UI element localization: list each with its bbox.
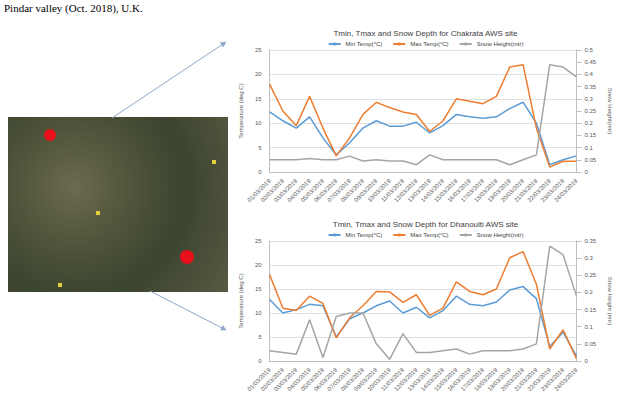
svg-text:07/03/2019: 07/03/2019	[326, 366, 352, 393]
svg-text:0.2: 0.2	[584, 289, 593, 295]
svg-text:0: 0	[584, 358, 588, 364]
svg-text:0.1: 0.1	[584, 145, 593, 151]
svg-text:0: 0	[258, 358, 262, 364]
svg-text:16/03/2019: 16/03/2019	[446, 366, 472, 393]
svg-text:22/03/2019: 22/03/2019	[526, 366, 552, 393]
svg-text:Tmin, Tmax and Snow Depth for: Tmin, Tmax and Snow Depth for Dhanoulti …	[333, 220, 519, 229]
svg-text:18/03/2019: 18/03/2019	[473, 366, 499, 393]
svg-text:15: 15	[255, 96, 262, 102]
svg-text:0.45: 0.45	[584, 59, 596, 65]
svg-text:03/03/2019: 03/03/2019	[273, 366, 299, 393]
svg-text:Min Temp(°C): Min Temp(°C)	[346, 41, 383, 47]
svg-text:5: 5	[258, 145, 262, 151]
svg-text:08/03/2019: 08/03/2019	[339, 177, 366, 204]
svg-text:23/03/2019: 23/03/2019	[539, 366, 566, 393]
svg-text:22/03/2019: 22/03/2019	[526, 177, 552, 204]
svg-text:25: 25	[255, 47, 262, 53]
svg-text:07/03/2019: 07/03/2019	[326, 177, 352, 204]
svg-text:25: 25	[255, 238, 262, 244]
svg-text:11/03/2019: 11/03/2019	[380, 366, 406, 392]
svg-text:08/03/2019: 08/03/2019	[339, 366, 366, 393]
svg-text:24/03/2019: 24/03/2019	[553, 177, 579, 203]
svg-text:0.35: 0.35	[584, 84, 596, 90]
svg-text:02/03/2019: 02/03/2019	[259, 366, 285, 393]
svg-text:5: 5	[258, 334, 262, 340]
svg-text:21/03/2019: 21/03/2019	[513, 177, 539, 204]
svg-text:0.1: 0.1	[584, 324, 593, 330]
svg-text:12/03/2019: 12/03/2019	[393, 177, 419, 204]
svg-text:01/03/2019: 01/03/2019	[246, 177, 272, 204]
svg-text:19/03/2019: 19/03/2019	[486, 177, 512, 204]
svg-text:13/03/2019: 13/03/2019	[406, 177, 432, 204]
svg-text:18/03/2019: 18/03/2019	[473, 177, 499, 204]
svg-text:0.25: 0.25	[584, 108, 596, 114]
svg-text:14/03/2019: 14/03/2019	[419, 177, 446, 204]
svg-text:09/03/2019: 09/03/2019	[353, 177, 379, 204]
svg-text:09/03/2019: 09/03/2019	[353, 366, 379, 393]
svg-text:12/03/2019: 12/03/2019	[393, 366, 419, 393]
svg-text:Snow Height(mtr): Snow Height(mtr)	[477, 41, 524, 47]
svg-text:20: 20	[255, 71, 262, 77]
html-text:Pindar valley (Oct. 2018), U.K: Pindar valley (Oct. 2018), U.K.	[4, 2, 143, 14]
svg-text:0.3: 0.3	[584, 255, 593, 261]
svg-text:0.4: 0.4	[584, 71, 593, 77]
svg-text:04/03/2019: 04/03/2019	[286, 177, 312, 204]
svg-text:Tmin, Tmax and Snow Depth for: Tmin, Tmax and Snow Depth for Chakrata A…	[333, 29, 518, 38]
svg-text:15/03/2019: 15/03/2019	[433, 177, 459, 204]
svg-text:01/03/2019: 01/03/2019	[246, 366, 272, 393]
svg-text:20: 20	[255, 262, 262, 268]
svg-text:19/03/2019: 19/03/2019	[486, 366, 512, 393]
svg-text:03/03/2019: 03/03/2019	[273, 177, 299, 204]
svg-text:15: 15	[255, 286, 262, 292]
svg-text:10/03/2019: 10/03/2019	[366, 366, 392, 393]
svg-text:0.35: 0.35	[584, 238, 596, 244]
svg-text:0: 0	[584, 169, 588, 175]
svg-text:Temperature (deg C): Temperature (deg C)	[238, 83, 244, 138]
svg-text:0.5: 0.5	[584, 47, 593, 53]
svg-text:Snow Height(mtr): Snow Height(mtr)	[607, 88, 613, 135]
svg-text:17/03/2019: 17/03/2019	[459, 177, 486, 204]
svg-text:0.15: 0.15	[584, 132, 596, 138]
svg-text:17/03/2019: 17/03/2019	[459, 366, 486, 393]
svg-text:15/03/2019: 15/03/2019	[433, 366, 459, 393]
svg-text:02/03/2019: 02/03/2019	[259, 177, 285, 204]
svg-text:06/03/2019: 06/03/2019	[313, 177, 339, 204]
svg-text:Temperature (deg C): Temperature (deg C)	[238, 273, 244, 328]
svg-text:0.2: 0.2	[584, 120, 593, 126]
svg-text:05/03/2019: 05/03/2019	[299, 177, 326, 204]
svg-text:Max Temp(°C): Max Temp(°C)	[410, 41, 448, 47]
svg-text:0: 0	[258, 169, 262, 175]
svg-text:10: 10	[255, 310, 262, 316]
svg-text:0.05: 0.05	[584, 157, 596, 163]
svg-text:Snow Height(mtr): Snow Height(mtr)	[477, 232, 524, 238]
svg-text:11/03/2019: 11/03/2019	[380, 177, 406, 203]
svg-text:0.3: 0.3	[584, 96, 593, 102]
svg-text:14/03/2019: 14/03/2019	[419, 366, 446, 393]
svg-text:Max Temp(°C): Max Temp(°C)	[410, 232, 448, 238]
svg-text:20/03/2019: 20/03/2019	[499, 177, 526, 204]
svg-text:04/03/2019: 04/03/2019	[286, 366, 312, 393]
svg-text:06/03/2019: 06/03/2019	[313, 366, 339, 393]
svg-text:10: 10	[255, 120, 262, 126]
svg-text:23/03/2019: 23/03/2019	[539, 177, 566, 204]
svg-text:21/03/2019: 21/03/2019	[513, 366, 539, 393]
svg-text:Min Temp(°C): Min Temp(°C)	[346, 232, 383, 238]
svg-text:20/03/2019: 20/03/2019	[499, 366, 526, 393]
svg-text:10/03/2019: 10/03/2019	[366, 177, 392, 204]
svg-text:24/03/2019: 24/03/2019	[553, 366, 579, 392]
svg-text:16/03/2019: 16/03/2019	[446, 177, 472, 204]
svg-text:0.05: 0.05	[584, 341, 596, 347]
svg-text:Snow Height (mtr): Snow Height (mtr)	[607, 277, 613, 325]
svg-text:0.25: 0.25	[584, 272, 596, 278]
svg-text:05/03/2019: 05/03/2019	[299, 366, 326, 393]
svg-text:0.15: 0.15	[584, 307, 596, 313]
svg-text:13/03/2019: 13/03/2019	[406, 366, 432, 393]
